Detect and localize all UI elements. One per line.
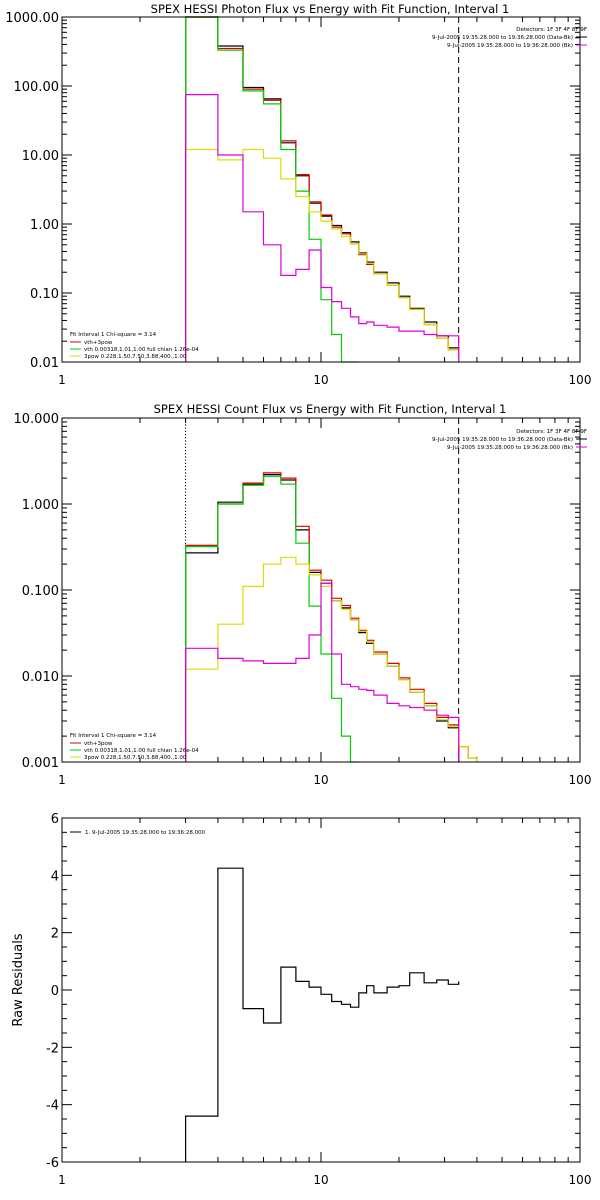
photon-flux-series-3pow <box>185 148 460 362</box>
photon-flux-legend-vth: vth 0.00318,1.01,1.00 full chian 1.26e-0… <box>84 347 199 353</box>
photon-flux-ytick-label: 1.00 <box>30 218 59 233</box>
count-flux-detectors-text: Detectors: 1F 3F 4F 8F 9F <box>516 429 587 435</box>
residuals-ytick-label: -2 <box>46 1041 59 1056</box>
residuals-ytick-label: -4 <box>46 1099 59 1114</box>
photon-flux-xtick-label: 10 <box>313 373 328 387</box>
photon-flux-info-data-bk: 9-Jul-2005 19:35:28.000 to 19:36:28.000 … <box>432 35 573 41</box>
photon-flux-series-vth <box>185 16 359 363</box>
count-flux-title: SPEX HESSI Count Flux vs Energy with Fit… <box>154 402 507 416</box>
count-flux-legend-vth: vth 0.00318,1.01,1.00 full chian 1.26e-0… <box>84 748 199 754</box>
photon-flux-info-bk: 9-Jul-2005 19:35:28.000 to 19:36:28.000 … <box>447 43 573 49</box>
count-flux-info-bk: 9-Jul-2005 19:35:28.000 to 19:36:28.000 … <box>447 445 573 451</box>
photon-flux-reference-lines <box>185 17 460 362</box>
residuals-xtick-labels: 1 10 100 <box>58 1173 591 1187</box>
residuals-ytick-label: 2 <box>51 927 59 942</box>
count-flux-info-data-bk: 9-Jul-2005 19:35:28.000 to 19:36:28.000 … <box>432 437 573 443</box>
count-flux-xtick-labels: 1 10 100 <box>58 773 591 787</box>
residuals-legend: 1. 9-Jul-2005 19:35:28.000 to 19:36:28.0… <box>70 830 206 836</box>
photon-flux-ytick-label: 10.00 <box>22 149 59 164</box>
count-flux-series-3pow <box>185 556 478 762</box>
photon-flux-ytick-label: 0.01 <box>30 356 59 371</box>
residuals-panel: -6 -4 -2 0 2 4 6 1 10 100 Raw Residuals 1. 9-J… <box>11 812 591 1187</box>
photon-flux-xtick-label: 1 <box>58 373 66 387</box>
photon-flux-xtick-labels: 1 10 100 <box>58 373 591 387</box>
residuals-xtick-label: 100 <box>569 1173 592 1187</box>
residuals-ytick-label: 6 <box>51 812 59 827</box>
count-flux-series-vth <box>185 475 359 763</box>
count-flux-plot-frame <box>61 417 581 763</box>
count-flux-reference-lines <box>185 418 460 762</box>
count-flux-info-box: Detectors: 1F 3F 4F 8F 9F 9-Jul-2005 19:… <box>432 429 587 451</box>
count-flux-legend-vth-3pow: vth+3pow <box>84 741 113 747</box>
count-flux-ytick-labels: 0.001 0.010 0.100 1.000 10.000 <box>14 412 60 771</box>
count-flux-ytick-label: 0.010 <box>22 670 59 685</box>
photon-flux-detectors-text: Detectors: 1F 3F 4F 8F 9F <box>516 27 587 33</box>
residuals-ytick-label: 0 <box>51 984 59 999</box>
residuals-ytick-labels: -6 -4 -2 0 2 4 6 <box>46 812 59 1171</box>
count-flux-panel: SPEX HESSI Count Flux vs Energy with Fit… <box>14 402 592 787</box>
photon-flux-xtick-label: 100 <box>569 373 592 387</box>
residuals-ylabel: Raw Residuals <box>11 933 26 1026</box>
count-flux-ytick-label: 0.100 <box>22 584 59 599</box>
photon-flux-legend-vth-3pow: vth+3pow <box>84 340 113 346</box>
count-flux-ytick-label: 0.001 <box>22 756 59 771</box>
residuals-plot-frame <box>61 817 581 1163</box>
residuals-series-1-9-jul-2005-19-35-2 <box>185 867 460 1162</box>
count-flux-ticks <box>61 417 581 763</box>
photon-flux-ytick-label: 0.10 <box>30 287 59 302</box>
photon-flux-series <box>185 16 460 363</box>
count-flux-series <box>185 472 478 763</box>
photon-flux-ytick-labels: 0.01 0.10 1.00 10.00 100.00 1000.00 <box>5 11 59 371</box>
residuals-legend-label: 1. 9-Jul-2005 19:35:28.000 to 19:36:28.0… <box>85 830 206 836</box>
residuals-xtick-label: 1 <box>58 1173 66 1187</box>
count-flux-ytick-label: 10.000 <box>14 412 60 427</box>
photon-flux-legend-chi-square: Fit Interval 1 Chi-square = 3.14 <box>70 332 157 338</box>
photon-flux-ytick-label: 1000.00 <box>5 11 59 26</box>
photon-flux-series-bk <box>185 94 460 362</box>
photon-flux-plot-frame <box>61 16 581 363</box>
count-flux-ytick-label: 1.000 <box>22 498 59 513</box>
photon-flux-info-box: Detectors: 1F 3F 4F 8F 9F 9-Jul-2005 19:… <box>432 27 587 49</box>
count-flux-xtick-label: 1 <box>58 773 66 787</box>
count-flux-xtick-label: 100 <box>569 773 592 787</box>
residuals-xtick-label: 10 <box>313 1173 328 1187</box>
photon-flux-ytick-label: 100.00 <box>14 80 60 95</box>
count-flux-legend-chi-square: Fit Interval 1 Chi-square = 3.14 <box>70 733 157 739</box>
residuals-ytick-label: 4 <box>51 869 59 884</box>
photon-flux-title: SPEX HESSI Photon Flux vs Energy with Fi… <box>151 2 510 16</box>
count-flux-legend: Fit Interval 1 Chi-square = 3.14 vth+3po… <box>70 733 199 761</box>
count-flux-legend-3pow: 3pow 0.228,1.50,7.50,3.88,400.,1.00 <box>84 755 187 761</box>
residuals-ytick-label: -6 <box>46 1156 59 1171</box>
residuals-series <box>185 867 460 1162</box>
count-flux-xtick-label: 10 <box>313 773 328 787</box>
photon-flux-legend-3pow: 3pow 0.228,1.50,7.50,3.88,400.,1.00 <box>84 354 187 360</box>
count-flux-series-bk <box>185 582 460 762</box>
photon-flux-panel: SPEX HESSI Photon Flux vs Energy with Fi… <box>5 2 591 387</box>
photon-flux-legend: Fit Interval 1 Chi-square = 3.14 vth+3po… <box>70 332 199 360</box>
